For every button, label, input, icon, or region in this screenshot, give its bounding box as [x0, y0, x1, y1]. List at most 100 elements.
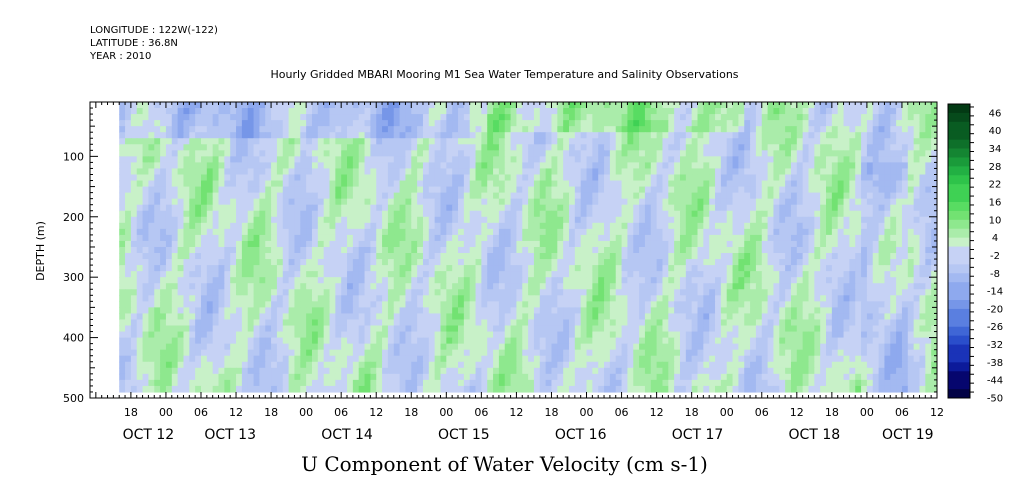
heatmap-cell: [195, 132, 202, 139]
heatmap-cell: [563, 307, 570, 315]
heatmap-cell: [685, 162, 693, 170]
heatmap-cell: [148, 234, 155, 242]
heatmap-cell: [755, 204, 763, 212]
heatmap-cell: [685, 168, 693, 176]
heatmap-cell: [621, 240, 629, 248]
heatmap-cell: [347, 180, 354, 188]
heatmap-cell: [691, 186, 699, 194]
heatmap-cell: [341, 186, 348, 194]
heatmap-cell: [866, 216, 874, 224]
heatmap-cell: [417, 271, 424, 278]
heatmap-cell: [884, 204, 891, 212]
heatmap-cell: [621, 301, 629, 308]
heatmap-cell: [487, 180, 494, 188]
heatmap-cell: [650, 301, 658, 308]
heatmap-cell: [925, 253, 932, 260]
heatmap-cell: [843, 222, 850, 230]
heatmap-cell: [364, 289, 371, 296]
heatmap-cell: [329, 228, 336, 236]
heatmap-cell: [125, 108, 132, 115]
heatmap-cell: [849, 114, 856, 121]
heatmap-cell: [130, 186, 138, 194]
heatmap-cell: [452, 277, 459, 284]
heatmap-cell: [487, 210, 494, 218]
heatmap-cell: [650, 156, 658, 164]
heatmap-cell: [422, 198, 430, 206]
heatmap-cell: [551, 265, 558, 272]
heatmap-cell: [294, 216, 301, 224]
heatmap-cell: [317, 222, 325, 230]
heatmap-cell: [183, 180, 190, 188]
heatmap-cell: [697, 144, 704, 151]
heatmap-cell: [352, 186, 360, 194]
heatmap-cell: [609, 265, 617, 272]
heatmap-cell: [790, 210, 798, 218]
heatmap-cell: [171, 222, 179, 230]
heatmap-cell: [931, 246, 937, 254]
heatmap-cell: [650, 283, 658, 290]
heatmap-cell: [311, 114, 319, 121]
heatmap-cell: [703, 108, 710, 115]
heatmap-cell: [177, 259, 185, 266]
heatmap-cell: [393, 265, 401, 272]
heatmap-cell: [592, 210, 599, 218]
heatmap-cell: [352, 246, 360, 254]
heatmap-cell: [522, 222, 529, 230]
heatmap-cell: [866, 277, 874, 284]
heatmap-cell: [907, 210, 915, 218]
heatmap-cell: [428, 307, 436, 315]
heatmap-cell: [358, 216, 366, 224]
heatmap-cell: [557, 162, 564, 170]
heatmap-cell: [621, 277, 629, 284]
heatmap-cell: [493, 301, 500, 308]
heatmap-cell: [393, 174, 401, 182]
heatmap-cell: [206, 114, 214, 121]
heatmap-cell: [376, 126, 383, 133]
heatmap-cell: [750, 253, 757, 260]
heatmap-cell: [931, 108, 937, 115]
heatmap-cell: [288, 150, 296, 157]
heatmap-cell: [347, 156, 354, 164]
heatmap-cell: [177, 271, 185, 278]
heatmap-cell: [504, 234, 512, 242]
heatmap-cell: [119, 289, 126, 296]
heatmap-cell: [609, 126, 617, 133]
heatmap-cell: [498, 150, 506, 157]
heatmap-cell: [335, 234, 342, 242]
heatmap-cell: [241, 277, 249, 284]
heatmap-cell: [154, 180, 161, 188]
heatmap-cell: [790, 259, 798, 266]
heatmap-cell: [522, 186, 529, 194]
heatmap-cell: [644, 168, 652, 176]
heatmap-cell: [224, 253, 231, 260]
heatmap-cell: [738, 265, 745, 272]
heatmap-cell: [341, 301, 348, 308]
heatmap-cell: [907, 259, 915, 266]
heatmap-cell: [604, 126, 611, 133]
heatmap-cell: [691, 246, 699, 254]
heatmap-cell: [545, 307, 553, 315]
heatmap-cell: [767, 204, 775, 212]
heatmap-cell: [586, 168, 593, 176]
heatmap-cell: [387, 132, 395, 139]
heatmap-cell: [236, 277, 243, 284]
heatmap-cell: [160, 198, 167, 206]
heatmap-cell: [866, 253, 874, 260]
heatmap-cell: [878, 156, 886, 164]
heatmap-cell: [358, 246, 366, 254]
heatmap-cell: [802, 186, 810, 194]
heatmap-cell: [545, 228, 553, 236]
heatmap-cell: [925, 102, 932, 109]
heatmap-cell: [563, 198, 570, 206]
heatmap-cell: [130, 313, 138, 321]
heatmap-cell: [376, 222, 383, 230]
heatmap-cell: [925, 162, 932, 170]
heatmap-cell: [224, 180, 231, 188]
heatmap-cell: [422, 295, 430, 302]
heatmap-cell: [790, 150, 798, 157]
heatmap-cell: [154, 150, 161, 157]
heatmap-cell: [200, 246, 208, 254]
heatmap-cell: [802, 265, 810, 272]
heatmap-cell: [533, 307, 541, 315]
heatmap-cell: [545, 210, 553, 218]
